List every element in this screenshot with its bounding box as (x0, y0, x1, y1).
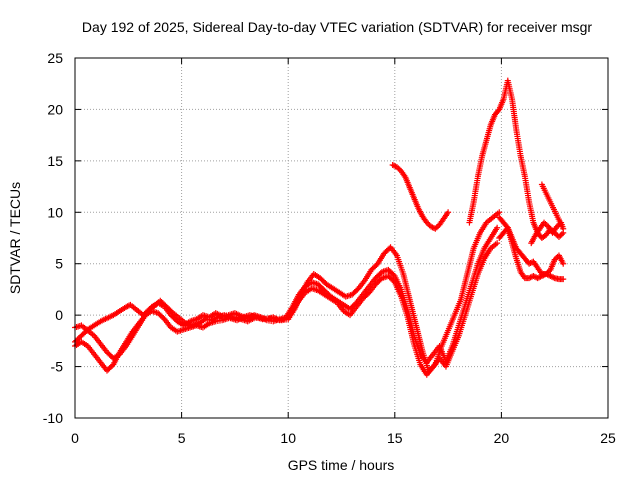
data-point (445, 209, 452, 216)
data-point (531, 273, 538, 280)
y-tick-label: 5 (55, 256, 63, 272)
data-point (494, 240, 501, 247)
y-axis-label: SDTVAR / TECUs (7, 182, 23, 294)
data-point (391, 162, 398, 169)
y-tick-label: 10 (47, 204, 63, 220)
y-tick-label: 20 (47, 101, 63, 117)
data-point (560, 260, 567, 267)
data-point (390, 271, 397, 278)
x-tick-label: 0 (71, 430, 79, 446)
x-axis-label: GPS time / hours (288, 457, 395, 473)
data-point (555, 233, 562, 240)
x-tick-label: 20 (494, 430, 510, 446)
data-point (496, 209, 503, 216)
y-tick-label: 15 (47, 153, 63, 169)
data-point (560, 276, 567, 283)
data-point (494, 224, 501, 231)
grid-lines (75, 58, 608, 418)
x-tick-label: 5 (178, 430, 186, 446)
x-tick-label: 15 (387, 430, 403, 446)
data-points (72, 77, 567, 378)
x-tick-label: 10 (280, 430, 296, 446)
data-point (433, 224, 440, 231)
y-tick-label: -5 (51, 359, 64, 375)
plot-frame (74, 57, 609, 419)
y-tick-label: 25 (47, 50, 63, 66)
y-tick-label: 0 (55, 307, 63, 323)
data-point (558, 231, 565, 238)
data-point (538, 181, 545, 188)
data-point (390, 277, 397, 284)
data-point (557, 232, 564, 239)
x-tick-label: 25 (600, 430, 616, 446)
data-point (527, 274, 534, 281)
axis-ticks: 0 5 10 15 20 25 -10 -5 0 5 10 15 20 25 (43, 50, 616, 446)
chart-title: Day 192 of 2025, Sidereal Day-to-day VTE… (82, 19, 592, 35)
y-tick-label: -10 (43, 410, 63, 426)
